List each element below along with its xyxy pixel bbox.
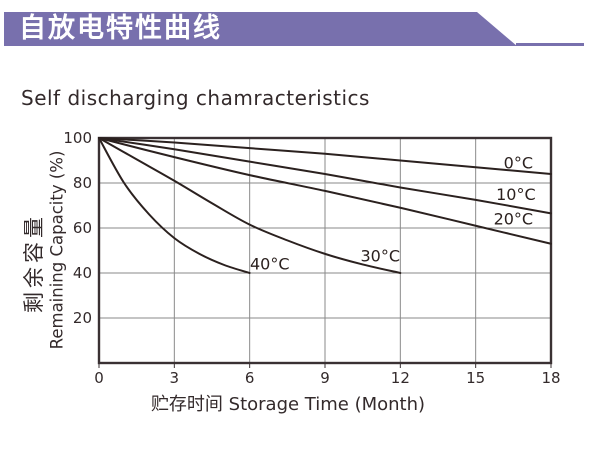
- curve-label-30C: 30°C: [360, 247, 400, 266]
- curve-label-10C: 10°C: [496, 185, 536, 204]
- x-tick-label: 6: [245, 369, 255, 387]
- x-axis-title: 贮存时间 Storage Time (Month): [151, 394, 425, 415]
- curve-30C: [98, 137, 402, 274]
- curve-0C: [98, 137, 552, 175]
- curve-label-0C: 0°C: [504, 153, 533, 172]
- header-banner-title: 自放电特性曲线: [19, 13, 222, 44]
- y-tick-label: 100: [63, 129, 92, 147]
- x-tick-label: 9: [320, 369, 330, 387]
- y-tick-label: 80: [73, 174, 92, 192]
- plot-border: [97, 136, 553, 365]
- chart-curves: [98, 137, 552, 274]
- x-tick-label: 12: [391, 369, 410, 387]
- chart-axis-tick-labels: 100 80 60 40 20 0 3 6 9 12 15 18: [63, 129, 560, 387]
- chart-axis-titles: 贮存时间 Storage Time (Month) 剩余容量 Remaining C…: [22, 151, 425, 415]
- curve-40C: [98, 137, 251, 274]
- curve-label-20C: 20°C: [494, 210, 534, 229]
- x-tick-label: 18: [541, 369, 560, 387]
- y-tick-label: 60: [73, 219, 92, 237]
- chart-border: [97, 136, 553, 365]
- chart-grid: [99, 138, 551, 363]
- chart-curve-labels: 0°C 10°C 20°C 30°C 40°C: [250, 153, 536, 273]
- curve-10C: [98, 137, 552, 215]
- y-tick-label: 40: [73, 264, 92, 282]
- x-tick-label: 3: [170, 369, 180, 387]
- y-tick-label: 20: [73, 309, 92, 327]
- header-banner-underline: [516, 43, 584, 46]
- y-axis-title-cn: 剩余容量: [22, 213, 46, 313]
- header-banner: 自放电特性曲线: [4, 12, 517, 46]
- y-axis-title-en: Remaining Capacity (%): [48, 151, 67, 350]
- x-tick-label: 15: [466, 369, 485, 387]
- page-title: Self discharging chamracteristics: [21, 86, 370, 110]
- curve-label-40C: 40°C: [250, 255, 290, 274]
- x-tick-label: 0: [94, 369, 104, 387]
- curve-20C: [98, 137, 552, 245]
